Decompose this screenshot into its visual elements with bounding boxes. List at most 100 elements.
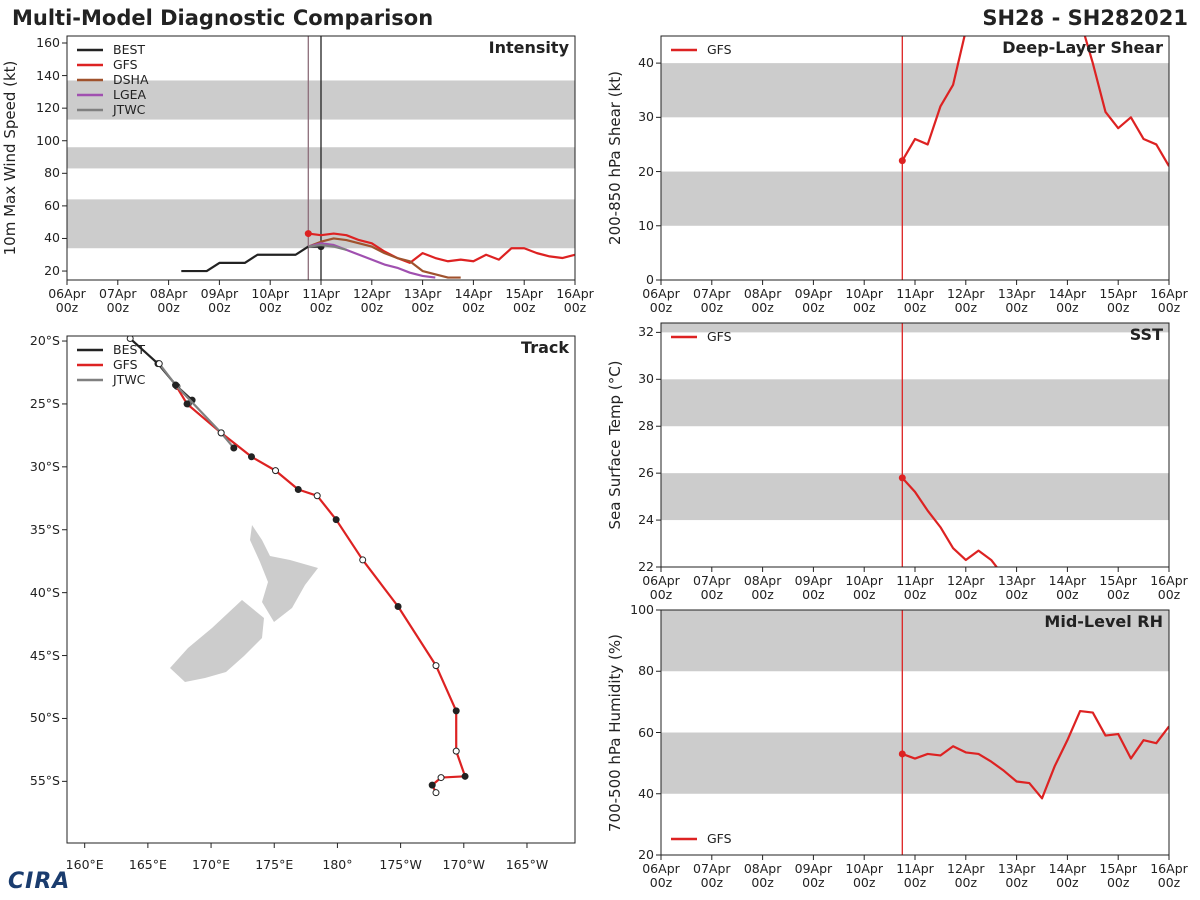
track-point — [155, 360, 163, 368]
track-point — [172, 381, 180, 389]
panel-title: Intensity — [488, 38, 569, 57]
panel-title: Deep-Layer Shear — [1002, 38, 1163, 57]
y-tick-label: 28 — [638, 418, 654, 434]
x-tick-label: 12Apr 00z — [947, 573, 985, 602]
track-point — [217, 429, 225, 437]
x-tick-label: 13Apr 00z — [997, 573, 1036, 602]
y-tick-label: 20 — [638, 847, 654, 862]
legend-label: BEST — [113, 342, 146, 357]
y-axis-label: 200-850 hPa Shear (kt) — [606, 71, 624, 245]
band — [661, 473, 1169, 521]
x-tick-label: 08Apr 00z — [743, 286, 782, 315]
x-tick-label: 07Apr 00z — [693, 573, 731, 602]
point — [898, 750, 906, 758]
y-tick-label: 160 — [36, 35, 60, 50]
y-tick-label: 35°S — [29, 521, 60, 537]
legend-label: LGEA — [113, 87, 147, 102]
x-tick-label: 165°E — [128, 857, 167, 872]
track-point — [272, 467, 280, 475]
series-line — [308, 242, 436, 279]
series-line — [901, 36, 1169, 167]
y-tick-label: 30°S — [29, 458, 60, 474]
y-tick-label: 45°S — [29, 647, 60, 663]
point — [304, 230, 312, 238]
legend-label: DSHA — [113, 72, 149, 87]
x-tick-label: 12Apr 00z — [353, 286, 391, 315]
y-tick-label: 100 — [630, 602, 654, 617]
track-point — [332, 516, 340, 524]
series-line — [181, 245, 321, 273]
track-point — [461, 772, 469, 780]
y-axis-label: 10m Max Wind Speed (kt) — [1, 60, 19, 256]
x-tick-label: 06Apr 00z — [642, 573, 680, 602]
x-tick-label: 07Apr 00z — [99, 286, 137, 315]
track-point — [294, 485, 302, 493]
y-tick-label: 10 — [638, 217, 654, 233]
x-tick-label: 170°E — [192, 857, 231, 872]
x-tick-label: 13Apr 00z — [403, 286, 442, 315]
x-tick-label: 12Apr 00z — [947, 861, 985, 890]
x-tick-label: 06Apr 00z — [642, 286, 680, 315]
band — [661, 171, 1169, 226]
plot-area — [661, 36, 1169, 280]
x-tick-label: 08Apr 00z — [149, 286, 188, 315]
frame — [660, 35, 1170, 281]
y-tick-label: 20 — [44, 263, 60, 279]
track-point — [432, 662, 440, 670]
logo: CIRA — [8, 869, 71, 894]
series-line — [308, 243, 347, 251]
x-tick-label: 15Apr 00z — [1099, 861, 1137, 890]
track-point — [313, 492, 321, 500]
series-line — [158, 363, 235, 449]
panel-title: Track — [521, 338, 569, 357]
band — [661, 323, 1169, 333]
series-line — [307, 237, 461, 279]
x-tick-label: 16Apr 00z — [1150, 286, 1188, 315]
x-tick-label: 13Apr 00z — [997, 286, 1036, 315]
frame — [66, 335, 576, 844]
x-tick-label: 14Apr 00z — [1048, 286, 1087, 315]
x-tick-label: 11Apr 00z — [896, 286, 934, 315]
y-tick-label: 32 — [638, 324, 654, 340]
legend-label: GFS — [113, 357, 138, 372]
plot-area — [126, 336, 469, 797]
y-tick-label: 140 — [36, 67, 60, 83]
x-tick-label: 14Apr 00z — [1048, 573, 1087, 602]
panel-title: SST — [1129, 325, 1163, 344]
point — [898, 157, 906, 165]
x-tick-label: 12Apr 00z — [947, 286, 985, 315]
x-tick-label: 15Apr 00z — [505, 286, 543, 315]
track-point — [126, 336, 134, 343]
point — [898, 474, 906, 482]
frame — [660, 322, 1170, 568]
y-tick-label: 55°S — [29, 773, 60, 789]
x-tick-label: 11Apr 00z — [302, 286, 340, 315]
legend-label: JTWC — [113, 372, 146, 387]
y-tick-label: 20 — [638, 163, 654, 179]
y-tick-label: 50°S — [29, 710, 60, 726]
y-tick-label: 40°S — [29, 584, 60, 600]
x-tick-label: 175°E — [255, 857, 294, 872]
x-tick-label: 10Apr 00z — [845, 286, 883, 315]
legend-label: GFS — [707, 831, 732, 846]
x-tick-label: 10Apr 00z — [845, 861, 883, 890]
y-tick-label: 40 — [638, 55, 654, 71]
x-tick-label: 11Apr 00z — [896, 573, 934, 602]
series-line — [901, 477, 999, 567]
plot-area — [67, 36, 575, 280]
y-tick-label: 100 — [36, 132, 60, 148]
frame — [660, 609, 1170, 856]
x-tick-label: 06Apr 00z — [48, 286, 86, 315]
track-point — [247, 453, 255, 461]
x-tick-label: 165°W — [505, 857, 549, 872]
x-tick-label: 08Apr 00z — [743, 573, 782, 602]
track-point — [183, 400, 191, 408]
band — [661, 732, 1169, 794]
track-point — [432, 789, 440, 797]
band — [661, 63, 1169, 118]
x-tick-label: 07Apr 00z — [693, 861, 731, 890]
x-tick-label: 10Apr 00z — [845, 573, 883, 602]
x-tick-label: 09Apr 00z — [794, 286, 833, 315]
y-tick-label: 120 — [36, 100, 60, 116]
